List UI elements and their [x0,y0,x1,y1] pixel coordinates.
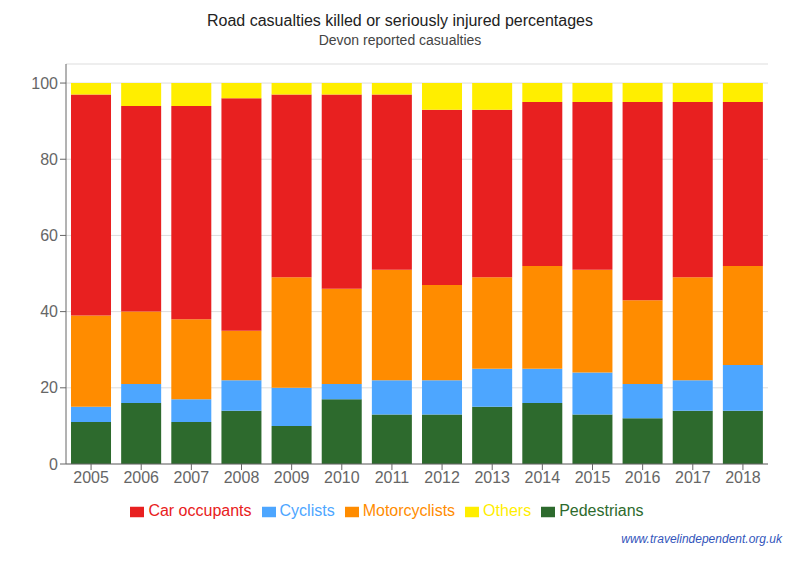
svg-text:2013: 2013 [474,469,510,486]
svg-text:2012: 2012 [424,469,460,486]
svg-text:2017: 2017 [675,469,711,486]
svg-text:2015: 2015 [575,469,611,486]
html-text:Others: Others [483,502,532,519]
svg-text:60: 60 [40,227,58,244]
html-text:www.travelindependent.org.uk: www.travelindependent.org.uk [621,532,782,546]
html-text:Cyclists: Cyclists [279,502,335,519]
svg-text:0: 0 [49,456,58,473]
svg-text:2005: 2005 [73,469,109,486]
svg-text:2018: 2018 [725,469,761,486]
svg-text:2014: 2014 [525,469,561,486]
svg-text:100: 100 [31,75,58,92]
html-text:Motorcyclists: Motorcyclists [362,502,456,519]
svg-text:2009: 2009 [274,469,310,486]
html-text:Road casualties killed or seri: Road casualties killed or seriously inju… [207,12,593,29]
html-text:Car occupants: Car occupants [148,502,252,519]
html-text:Devon reported casualties: Devon reported casualties [318,32,482,48]
svg-text:2006: 2006 [123,469,159,486]
svg-text:40: 40 [40,303,58,320]
svg-text:2010: 2010 [324,469,360,486]
svg-text:20: 20 [40,379,58,396]
html-text:Pedestrians: Pedestrians [559,502,644,519]
svg-text:2008: 2008 [224,469,260,486]
svg-text:2007: 2007 [174,469,210,486]
svg-text:2016: 2016 [625,469,661,486]
svg-text:80: 80 [40,151,58,168]
svg-text:2011: 2011 [375,469,410,486]
